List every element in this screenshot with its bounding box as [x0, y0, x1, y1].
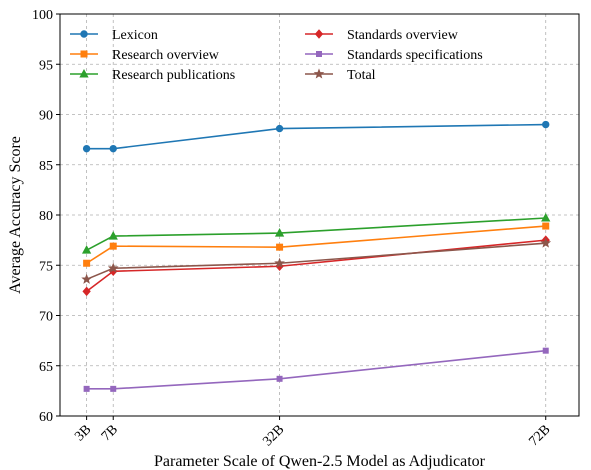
data-point-standards-overview [82, 286, 91, 297]
legend-item-research-publications: Research publications [70, 68, 235, 83]
legend-label: Standards overview [347, 28, 459, 43]
legend-label: Research overview [112, 48, 220, 63]
data-point-total [540, 237, 552, 248]
legend-item-total: Total [305, 68, 376, 83]
data-point-research-overview [109, 242, 117, 250]
legend-marker [314, 29, 324, 39]
series-line-lexicon [86, 123, 546, 150]
legend-label: Lexicon [112, 28, 158, 43]
series-line-research-publications [86, 217, 546, 251]
data-point-lexicon [109, 144, 117, 153]
series-research-publications [81, 212, 551, 254]
y-tick-label: 100 [32, 8, 53, 23]
data-point-research-publications [274, 228, 285, 237]
data-point-standards-specifications [110, 385, 117, 392]
y-tick-label: 90 [39, 109, 53, 124]
data-point-standards-specifications [83, 385, 90, 392]
y-axis-ticks: 60 65 70 75 80 85 90 95 100 [32, 8, 60, 425]
data-point-research-publications [108, 231, 118, 240]
x-tick-label: 72B [526, 422, 553, 449]
legend-marker [80, 30, 88, 38]
data-point-research-overview [542, 222, 550, 230]
y-tick-label: 60 [39, 410, 53, 425]
y-tick-label: 85 [39, 159, 53, 174]
series-lines [81, 120, 552, 392]
x-tick-label: 7B [99, 422, 121, 444]
data-point-lexicon [542, 120, 550, 129]
data-point-research-publications [81, 245, 92, 254]
x-tick-label: 32B [260, 422, 287, 449]
legend-item-standards-specifications: Standards specifications [305, 48, 483, 63]
legend-marker [80, 50, 88, 58]
y-tick-label: 80 [39, 209, 53, 224]
legend-item-lexicon: Lexicon [70, 28, 158, 43]
y-tick-label: 95 [39, 58, 53, 73]
data-point-total [81, 273, 92, 284]
legend-label: Standards specifications [347, 48, 483, 63]
legend-item-research-overview: Research overview [70, 48, 220, 63]
data-point-research-publications [541, 212, 551, 222]
data-point-total [274, 257, 285, 268]
legend-marker [316, 51, 322, 57]
series-line-research-overview [86, 225, 546, 264]
x-axis-label: Parameter Scale of Qwen-2.5 Model as Adj… [154, 453, 486, 470]
legend-marker [313, 68, 325, 79]
legend: Lexicon Research overview Research publica… [70, 28, 483, 83]
data-point-standards-specifications [542, 347, 549, 354]
y-axis-label: Average Accuracy Score [7, 136, 24, 294]
series-lexicon [82, 120, 550, 153]
data-point-lexicon [275, 124, 284, 133]
data-point-standards-specifications [276, 375, 283, 382]
data-point-total [107, 262, 119, 273]
series-research-overview [83, 222, 550, 267]
y-tick-label: 70 [39, 310, 53, 325]
series-line-standards-specifications [86, 349, 546, 390]
legend-item-standards-overview: Standards overview [305, 28, 459, 43]
legend-label: Research publications [112, 68, 235, 83]
series-total [81, 237, 552, 284]
legend-marker [79, 68, 89, 78]
data-point-lexicon [82, 144, 91, 153]
data-point-research-overview [83, 259, 91, 267]
x-tick-label: 3B [72, 422, 94, 444]
legend-label: Total [347, 68, 376, 83]
data-point-research-overview [276, 243, 284, 251]
series-standards-specifications [83, 347, 549, 392]
y-tick-label: 65 [39, 360, 53, 375]
series-line-total [86, 242, 546, 281]
y-tick-label: 75 [39, 259, 53, 274]
x-axis-ticks: 3B 7B 32B 72B [72, 416, 554, 449]
